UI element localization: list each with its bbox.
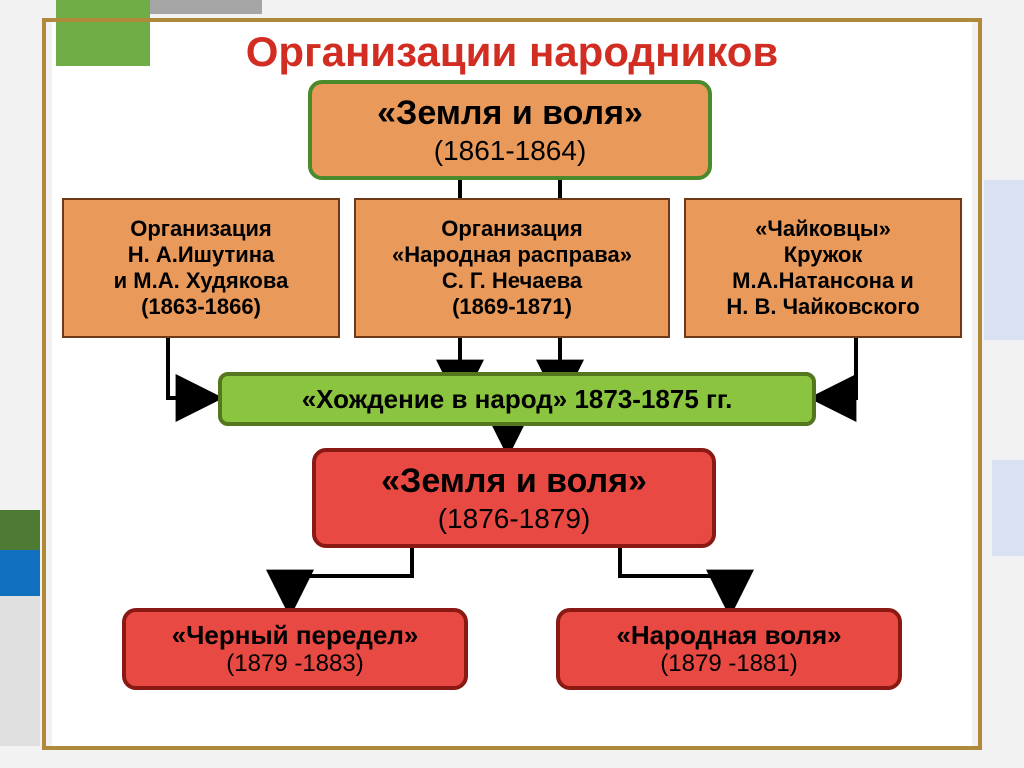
box-line: М.А.Натансона и	[732, 268, 914, 294]
box-line: Н. В. Чайковского	[726, 294, 919, 320]
box-title: «Черный передел»	[172, 620, 419, 651]
box-zemlya-i-volya-1: «Земля и воля» (1861-1864)	[308, 80, 712, 180]
box-chaikovtsy: «Чайковцы»КружокМ.А.Натансона иН. В. Чай…	[684, 198, 962, 338]
decoration-rect	[0, 596, 40, 746]
diagram-title: Организации народников	[0, 28, 1024, 76]
box-nechaev: Организация«Народная расправа»С. Г. Неча…	[354, 198, 670, 338]
box-title: «Земля и воля»	[377, 93, 643, 133]
box-narodnaya-volya: «Народная воля» (1879 -1881)	[556, 608, 902, 690]
box-line: «Народная расправа»	[392, 242, 632, 268]
decoration-rect	[0, 510, 40, 550]
box-line: Кружок	[784, 242, 863, 268]
box-ishutin: ОрганизацияН. А.Ишутинаи М.А. Худякова(1…	[62, 198, 340, 338]
box-cherny-peredel: «Черный передел» (1879 -1883)	[122, 608, 468, 690]
box-title: «Хождение в народ» 1873-1875 гг.	[302, 384, 733, 415]
decoration-rect	[984, 180, 1024, 340]
box-subtitle: (1879 -1881)	[660, 650, 797, 678]
box-hojdenie-v-narod: «Хождение в народ» 1873-1875 гг.	[218, 372, 816, 426]
box-line: Организация	[441, 216, 583, 242]
box-line: С. Г. Нечаева	[442, 268, 582, 294]
box-line: (1869-1871)	[452, 294, 572, 320]
box-subtitle: (1861-1864)	[434, 134, 587, 167]
decoration-rect	[0, 550, 40, 596]
box-line: (1863-1866)	[141, 294, 261, 320]
decoration-rect	[0, 748, 1024, 768]
box-line: «Чайковцы»	[755, 216, 891, 242]
box-subtitle: (1879 -1883)	[226, 650, 363, 678]
box-subtitle: (1876-1879)	[438, 502, 591, 535]
diagram-stage: Организации народников «Земля и воля» (1…	[0, 0, 1024, 768]
decoration-rect	[150, 0, 262, 14]
box-line: Н. А.Ишутина	[128, 242, 275, 268]
box-line: и М.А. Худякова	[114, 268, 289, 294]
box-title: «Народная воля»	[616, 620, 841, 651]
decoration-rect	[992, 460, 1024, 556]
box-line: Организация	[130, 216, 272, 242]
box-zemlya-i-volya-2: «Земля и воля» (1876-1879)	[312, 448, 716, 548]
box-title: «Земля и воля»	[381, 461, 647, 501]
